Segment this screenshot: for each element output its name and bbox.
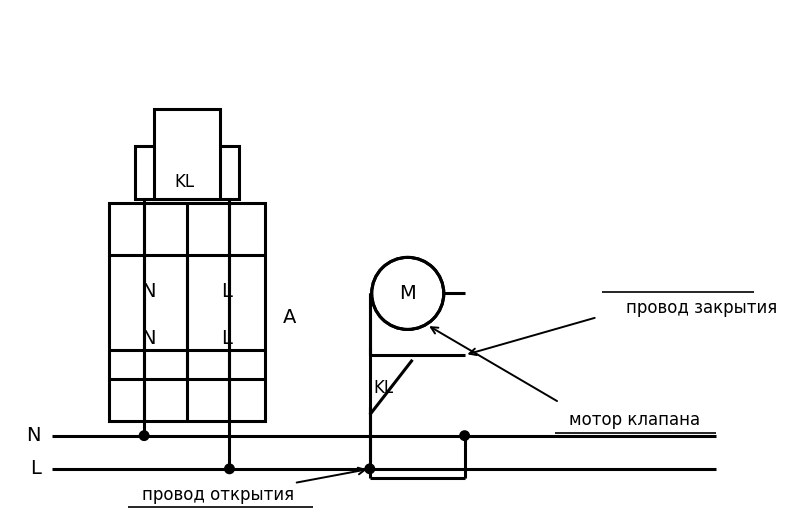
Text: KL: KL — [374, 379, 394, 397]
Circle shape — [139, 431, 149, 440]
Text: N: N — [26, 426, 41, 445]
Circle shape — [372, 258, 444, 330]
Circle shape — [365, 464, 374, 473]
Circle shape — [225, 464, 234, 473]
Circle shape — [460, 431, 470, 440]
Text: KL: KL — [175, 172, 195, 190]
Bar — [134, 147, 239, 198]
Bar — [154, 108, 220, 198]
Text: провод закрытия: провод закрытия — [626, 299, 777, 317]
Text: провод открытия: провод открытия — [142, 486, 294, 504]
Text: L: L — [221, 329, 231, 348]
Text: L: L — [221, 281, 231, 300]
Bar — [109, 203, 266, 422]
Text: A: A — [282, 308, 296, 326]
Text: M: M — [399, 284, 416, 303]
Text: N: N — [141, 329, 155, 348]
Text: L: L — [30, 459, 41, 478]
Text: N: N — [141, 281, 155, 300]
Text: мотор клапана: мотор клапана — [569, 411, 700, 428]
